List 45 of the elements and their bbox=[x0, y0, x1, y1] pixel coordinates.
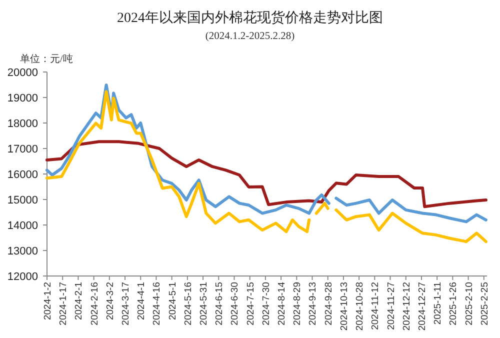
line-series bbox=[334, 196, 488, 224]
y-tick-label: 13000 bbox=[7, 246, 38, 258]
x-tick-label: 2024-8-14 bbox=[276, 282, 288, 326]
x-tick-label: 2024-1-17 bbox=[58, 282, 70, 326]
x-tick-label: 2024-5-31 bbox=[198, 282, 210, 326]
y-tick-label: 12000 bbox=[7, 271, 38, 283]
x-tick-label: 2024-3-2 bbox=[104, 282, 116, 320]
x-tick-label: 2024-7-30 bbox=[260, 282, 272, 326]
y-tick-label: 14000 bbox=[7, 220, 38, 232]
x-tick-label: 2024-12-12 bbox=[401, 282, 412, 331]
y-axis-title: 单位：元/吨 bbox=[20, 53, 73, 65]
y-tick-label: 16000 bbox=[7, 169, 38, 181]
x-tick-label: 2024-10-28 bbox=[354, 282, 366, 331]
y-tick-label: 20000 bbox=[7, 67, 38, 79]
chart-title: 2024年以来国内外棉花现货价格走势对比图 bbox=[117, 10, 383, 26]
x-tick-label: 2024-2-1 bbox=[74, 282, 85, 320]
line-series bbox=[334, 208, 488, 244]
x-tick-label: 2025-1-11 bbox=[432, 282, 444, 325]
y-tick-label: 15000 bbox=[7, 194, 38, 206]
y-tick-label: 18000 bbox=[7, 118, 38, 130]
y-tick-label: 17000 bbox=[7, 144, 38, 156]
x-tick-label: 2024-9-28 bbox=[323, 282, 334, 326]
x-tick-label: 2024-11-27 bbox=[386, 282, 397, 330]
x-tick-label: 2024-4-1 bbox=[136, 282, 148, 320]
x-tick-label: 2024-10-13 bbox=[338, 282, 350, 331]
chart-subtitle: (2024.1.2-2025.2.28) bbox=[205, 31, 296, 42]
line-series bbox=[46, 140, 488, 208]
x-tick-label: 2024-7-15 bbox=[245, 282, 256, 326]
x-tick-label: 2025-2-25 bbox=[479, 282, 490, 326]
x-tick-label: 2024-5-1 bbox=[167, 282, 178, 320]
x-tick-label: 2024-9-13 bbox=[308, 282, 319, 326]
x-tick-label: 2024-6-15 bbox=[214, 282, 226, 326]
x-tick-label: 2024-4-16 bbox=[152, 282, 163, 326]
x-tick-label: 2024-2-16 bbox=[89, 282, 100, 326]
x-tick-label: 2024-1-2 bbox=[42, 282, 54, 320]
x-tick-label: 2025-1-26 bbox=[448, 282, 460, 326]
x-tick-label: 2024-8-29 bbox=[292, 282, 304, 326]
line-series bbox=[46, 90, 311, 234]
x-tick-label: 2024-12-27 bbox=[416, 282, 428, 331]
x-tick-label: 2024-11-12 bbox=[370, 282, 382, 330]
y-tick-label: 19000 bbox=[7, 92, 38, 104]
x-tick-label: 2024-3-17 bbox=[120, 282, 132, 326]
x-tick-label: 2025-2-10 bbox=[464, 282, 475, 326]
x-tick-label: 2024-5-16 bbox=[182, 282, 194, 326]
x-tick-label: 2024-6-30 bbox=[230, 282, 241, 326]
